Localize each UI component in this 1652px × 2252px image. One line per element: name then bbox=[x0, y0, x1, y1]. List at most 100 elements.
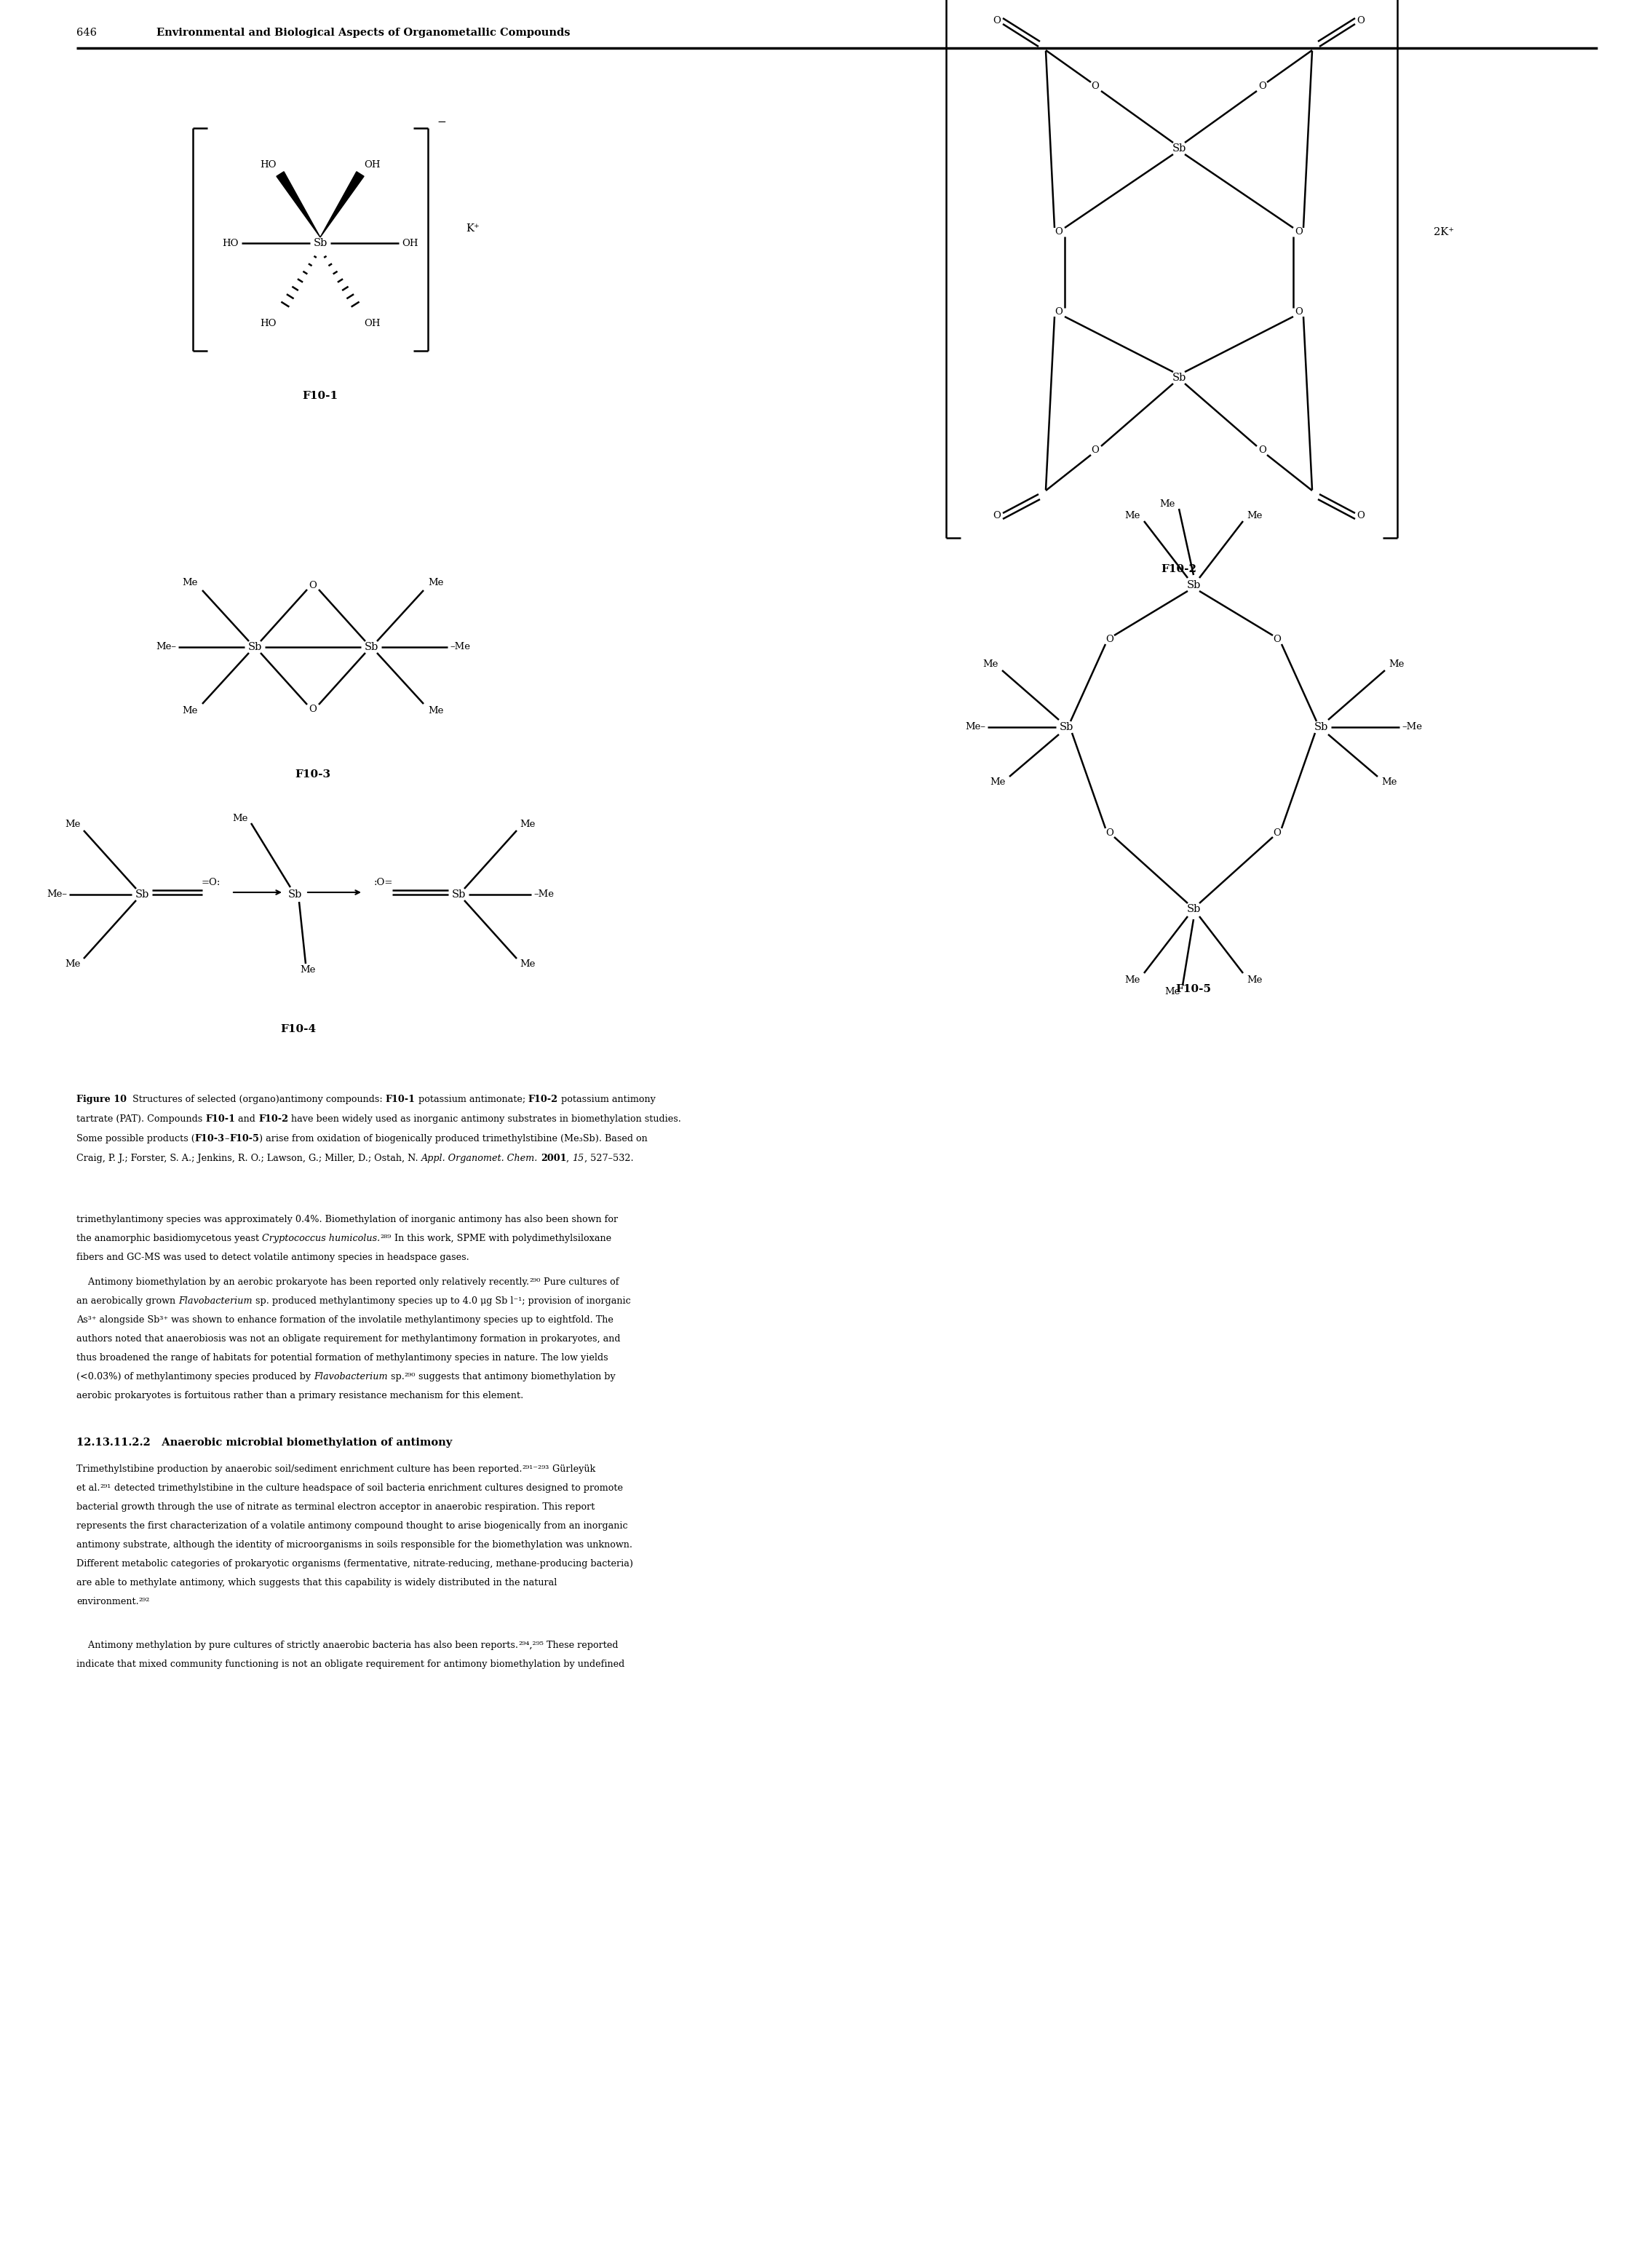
Text: O: O bbox=[1295, 227, 1303, 236]
Text: Gürleyük: Gürleyük bbox=[550, 1464, 595, 1473]
Text: sp.: sp. bbox=[388, 1371, 405, 1380]
Text: Sb: Sb bbox=[451, 890, 466, 899]
Text: F10-1: F10-1 bbox=[302, 392, 339, 401]
Text: thus broadened the range of habitats for potential formation of methylantimony s: thus broadened the range of habitats for… bbox=[76, 1353, 608, 1362]
Text: F10-4: F10-4 bbox=[281, 1025, 316, 1034]
Text: 15: 15 bbox=[572, 1153, 585, 1162]
Text: Me: Me bbox=[1125, 975, 1140, 984]
Text: Sb: Sb bbox=[1059, 723, 1074, 732]
Text: F10-2: F10-2 bbox=[529, 1094, 558, 1103]
Text: Me: Me bbox=[1165, 986, 1181, 995]
Text: Me: Me bbox=[1389, 660, 1404, 669]
Text: the anamorphic basidiomycetous yeast: the anamorphic basidiomycetous yeast bbox=[76, 1234, 263, 1243]
Text: Appl. Organomet. Chem.: Appl. Organomet. Chem. bbox=[421, 1153, 537, 1162]
Text: O: O bbox=[1356, 16, 1365, 25]
Text: Sb: Sb bbox=[1186, 581, 1201, 590]
Text: =O:: =O: bbox=[202, 878, 221, 887]
Text: Me: Me bbox=[983, 660, 998, 669]
Text: Sb: Sb bbox=[248, 642, 261, 653]
Text: O: O bbox=[1259, 81, 1267, 92]
Text: potassium antimony: potassium antimony bbox=[558, 1094, 656, 1103]
Text: K⁺: K⁺ bbox=[466, 223, 479, 234]
Text: tartrate (PAT). Compounds: tartrate (PAT). Compounds bbox=[76, 1115, 205, 1124]
Text: antimony substrate, although the identity of microorganisms in soils responsible: antimony substrate, although the identit… bbox=[76, 1540, 633, 1549]
Text: ²⁹⁰: ²⁹⁰ bbox=[529, 1277, 540, 1286]
Text: Me: Me bbox=[520, 959, 535, 968]
Text: Pure cultures of: Pure cultures of bbox=[540, 1277, 620, 1286]
Text: Me: Me bbox=[64, 959, 81, 968]
Text: 2001: 2001 bbox=[540, 1153, 567, 1162]
Text: Different metabolic categories of prokaryotic organisms (fermentative, nitrate-r: Different metabolic categories of prokar… bbox=[76, 1558, 633, 1570]
Text: :O=: :O= bbox=[373, 878, 393, 887]
Text: OH: OH bbox=[363, 160, 380, 169]
Text: potassium antimonate;: potassium antimonate; bbox=[415, 1094, 529, 1103]
Text: O: O bbox=[1274, 635, 1282, 644]
Text: Sb: Sb bbox=[363, 642, 378, 653]
Text: Antimony biomethylation by an aerobic prokaryote has been reported only relative: Antimony biomethylation by an aerobic pr… bbox=[76, 1277, 529, 1286]
Text: −: − bbox=[436, 117, 446, 128]
Text: Some possible products (: Some possible products ( bbox=[76, 1135, 195, 1144]
Text: an aerobically grown: an aerobically grown bbox=[76, 1297, 178, 1306]
Text: Craig, P. J.; Forster, S. A.; Jenkins, R. O.; Lawson, G.; Miller, D.; Ostah, N.: Craig, P. J.; Forster, S. A.; Jenkins, R… bbox=[76, 1153, 421, 1162]
Text: Me: Me bbox=[182, 707, 198, 716]
Text: and: and bbox=[235, 1115, 258, 1124]
Text: OH: OH bbox=[363, 318, 380, 329]
Text: –: – bbox=[225, 1135, 230, 1144]
Text: ²⁸⁹: ²⁸⁹ bbox=[380, 1234, 392, 1243]
Text: fibers and GC-MS was used to detect volatile antimony species in headspace gases: fibers and GC-MS was used to detect vola… bbox=[76, 1252, 469, 1261]
Text: HO: HO bbox=[259, 160, 276, 169]
Text: Sb: Sb bbox=[1171, 144, 1186, 153]
Text: Cryptococcus humicolus.: Cryptococcus humicolus. bbox=[263, 1234, 380, 1243]
Text: Me: Me bbox=[1247, 511, 1262, 520]
Text: bacterial growth through the use of nitrate as terminal electron acceptor in ana: bacterial growth through the use of nitr… bbox=[76, 1502, 595, 1511]
Text: F10-3: F10-3 bbox=[195, 1135, 225, 1144]
Text: –Me: –Me bbox=[534, 890, 553, 899]
Text: represents the first characterization of a volatile antimony compound thought to: represents the first characterization of… bbox=[76, 1522, 628, 1531]
Text: Me: Me bbox=[1247, 975, 1262, 984]
Polygon shape bbox=[276, 171, 320, 236]
Text: ²⁹¹⁻²⁹³: ²⁹¹⁻²⁹³ bbox=[522, 1464, 550, 1473]
Text: O: O bbox=[1092, 446, 1099, 455]
Text: As³⁺ alongside Sb³⁺ was shown to enhance formation of the involatile methylantim: As³⁺ alongside Sb³⁺ was shown to enhance… bbox=[76, 1315, 613, 1324]
Text: F10-2: F10-2 bbox=[258, 1115, 289, 1124]
Text: Me: Me bbox=[428, 707, 443, 716]
Text: Trimethylstibine production by anaerobic soil/sediment enrichment culture has be: Trimethylstibine production by anaerobic… bbox=[76, 1464, 522, 1473]
Text: Figure 10: Figure 10 bbox=[76, 1094, 127, 1103]
Text: Sb: Sb bbox=[287, 890, 302, 899]
Text: ²⁹²: ²⁹² bbox=[139, 1597, 150, 1606]
Text: Sb: Sb bbox=[1186, 903, 1201, 914]
Text: OH: OH bbox=[401, 239, 418, 248]
Text: Me: Me bbox=[1381, 777, 1398, 788]
Text: F10-5: F10-5 bbox=[230, 1135, 259, 1144]
Text: Sb: Sb bbox=[314, 239, 327, 248]
Text: Me: Me bbox=[64, 820, 81, 829]
Text: O: O bbox=[1056, 309, 1062, 318]
Text: (<0.03%) of methylantimony species produced by: (<0.03%) of methylantimony species produ… bbox=[76, 1371, 314, 1380]
Text: Me: Me bbox=[182, 579, 198, 588]
Text: et al.: et al. bbox=[76, 1484, 101, 1493]
Text: O: O bbox=[1295, 309, 1303, 318]
Text: Me: Me bbox=[990, 777, 1006, 788]
Text: Me: Me bbox=[1160, 500, 1175, 509]
Text: Me: Me bbox=[233, 813, 248, 822]
Text: Me–: Me– bbox=[46, 890, 68, 899]
Text: have been widely used as inorganic antimony substrates in biomethylation studies: have been widely used as inorganic antim… bbox=[289, 1115, 681, 1124]
Text: detected trimethylstibine in the culture headspace of soil bacteria enrichment c: detected trimethylstibine in the culture… bbox=[111, 1484, 623, 1493]
Text: 12.13.11.2.2   Anaerobic microbial biomethylation of antimony: 12.13.11.2.2 Anaerobic microbial biometh… bbox=[76, 1437, 453, 1448]
Text: sp. produced methylantimony species up to 4.0 μg Sb l⁻¹; provision of inorganic: sp. produced methylantimony species up t… bbox=[253, 1297, 631, 1306]
Text: F10-1: F10-1 bbox=[385, 1094, 415, 1103]
Text: O: O bbox=[1356, 511, 1365, 520]
Text: O: O bbox=[309, 581, 317, 590]
Polygon shape bbox=[320, 171, 363, 236]
Text: Me: Me bbox=[428, 579, 443, 588]
Text: O: O bbox=[309, 705, 317, 714]
Text: Me: Me bbox=[301, 964, 316, 975]
Text: Flavobacterium: Flavobacterium bbox=[178, 1297, 253, 1306]
Text: O: O bbox=[993, 511, 1001, 520]
Text: ²⁹¹: ²⁹¹ bbox=[101, 1484, 111, 1493]
Text: F10-2: F10-2 bbox=[1161, 563, 1196, 574]
Text: F10-5: F10-5 bbox=[1176, 984, 1211, 993]
Text: HO: HO bbox=[223, 239, 238, 248]
Text: ,: , bbox=[567, 1153, 572, 1162]
Text: In this work, SPME with polydimethylsiloxane: In this work, SPME with polydimethylsilo… bbox=[392, 1234, 611, 1243]
